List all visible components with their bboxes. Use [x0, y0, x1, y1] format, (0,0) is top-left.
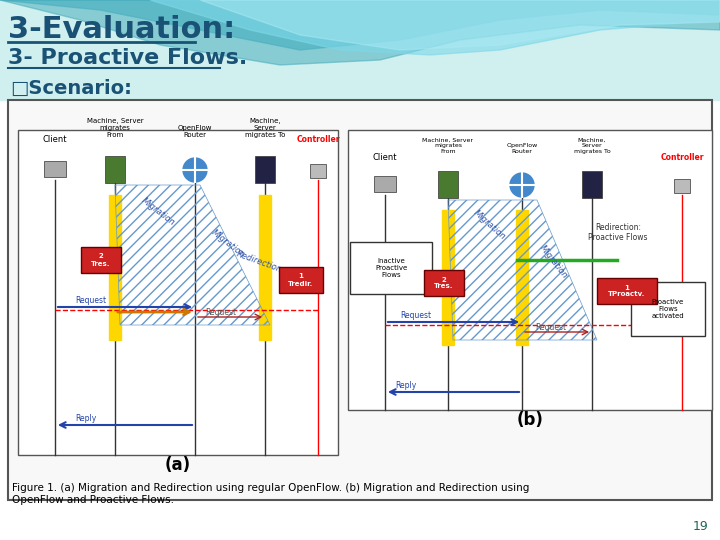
FancyBboxPatch shape: [18, 130, 338, 455]
Text: 1
Tredir.: 1 Tredir.: [288, 273, 314, 287]
Text: Migration: Migration: [472, 209, 508, 242]
Text: OpenFlow
Router: OpenFlow Router: [506, 143, 538, 154]
Text: Reply: Reply: [395, 381, 416, 390]
Text: Machine,
Server
migrates To: Machine, Server migrates To: [574, 137, 611, 154]
Text: Inactive
Proactive
Flows: Inactive Proactive Flows: [375, 258, 407, 278]
FancyBboxPatch shape: [8, 100, 712, 500]
Bar: [259, 195, 271, 340]
Text: Migration: Migration: [538, 243, 570, 280]
FancyBboxPatch shape: [438, 171, 458, 198]
Polygon shape: [0, 0, 720, 50]
FancyBboxPatch shape: [44, 161, 66, 177]
FancyBboxPatch shape: [674, 179, 690, 193]
Text: 3- Proactive Flows.: 3- Proactive Flows.: [8, 48, 247, 68]
Text: OpenFlow
Router: OpenFlow Router: [178, 125, 212, 138]
Text: (a): (a): [165, 456, 191, 474]
Text: Request: Request: [535, 323, 566, 332]
FancyBboxPatch shape: [255, 156, 275, 183]
Text: 2
Tres.: 2 Tres.: [434, 276, 454, 289]
Text: Redirection:
Proactive Flows: Redirection: Proactive Flows: [588, 222, 648, 242]
Polygon shape: [150, 0, 720, 55]
Polygon shape: [0, 0, 720, 100]
Text: Migration: Migration: [140, 195, 177, 227]
Polygon shape: [0, 0, 720, 65]
FancyBboxPatch shape: [105, 156, 125, 183]
Text: □Scenario:: □Scenario:: [10, 78, 132, 98]
Bar: [109, 195, 121, 340]
Text: Client: Client: [373, 153, 397, 162]
Text: Request: Request: [75, 296, 106, 305]
Text: Controller: Controller: [296, 135, 340, 144]
Bar: [442, 210, 454, 345]
Text: 2
Tres.: 2 Tres.: [91, 253, 111, 267]
Text: Reply: Reply: [75, 414, 96, 423]
FancyBboxPatch shape: [310, 164, 326, 178]
Text: Request: Request: [400, 311, 431, 320]
FancyBboxPatch shape: [582, 171, 602, 198]
Text: Request: Request: [205, 308, 236, 317]
Text: Machine, Server
migrates
From: Machine, Server migrates From: [423, 137, 474, 154]
Text: Machine, Server
migrates
From: Machine, Server migrates From: [86, 118, 143, 138]
Text: Figure 1. (a) Migration and Redirection using regular OpenFlow. (b) Migration an: Figure 1. (a) Migration and Redirection …: [12, 483, 529, 504]
Text: 1
TProactv.: 1 TProactv.: [608, 285, 646, 298]
Text: Machine,
Server
migrates To: Machine, Server migrates To: [245, 118, 285, 138]
Circle shape: [510, 173, 534, 197]
Bar: [516, 210, 528, 345]
Text: Proactive
Flows
activated: Proactive Flows activated: [652, 299, 684, 319]
Text: 19: 19: [692, 519, 708, 532]
Text: Controller: Controller: [660, 153, 703, 162]
FancyBboxPatch shape: [631, 282, 705, 336]
FancyBboxPatch shape: [350, 242, 432, 294]
FancyBboxPatch shape: [374, 176, 396, 192]
Text: Client: Client: [42, 135, 67, 144]
Polygon shape: [200, 0, 720, 50]
FancyBboxPatch shape: [597, 278, 657, 304]
Text: (b): (b): [516, 411, 544, 429]
Circle shape: [183, 158, 207, 182]
Text: Migration: Migration: [210, 227, 247, 259]
Text: 3-Evaluation:: 3-Evaluation:: [8, 16, 235, 44]
FancyBboxPatch shape: [348, 130, 712, 410]
FancyBboxPatch shape: [81, 247, 121, 273]
FancyBboxPatch shape: [424, 270, 464, 296]
FancyBboxPatch shape: [279, 267, 323, 293]
Text: Redirection: Redirection: [235, 249, 283, 274]
